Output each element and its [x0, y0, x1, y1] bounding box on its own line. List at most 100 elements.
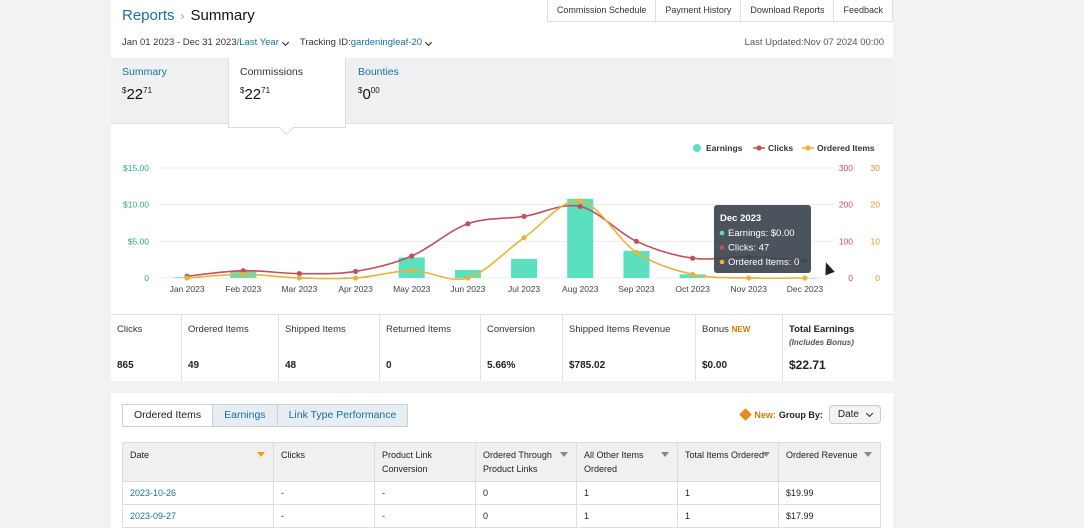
- right-axis-2-tick: 20: [871, 200, 881, 210]
- stat-ordered-value: 49: [188, 360, 200, 371]
- row-conversion: -: [374, 481, 476, 505]
- clicks-point: [465, 221, 471, 227]
- stat-shipped-label: Shipped Items: [285, 324, 346, 335]
- stat-returned-label: Returned Items: [386, 324, 451, 335]
- ordered-items-line: [187, 200, 805, 281]
- breadcrumb-reports-link[interactable]: Reports: [122, 7, 175, 24]
- stat-bonus-label-row: Bonus NEW: [702, 324, 776, 335]
- right-axis-2-tick: 0: [875, 273, 880, 283]
- stat-conversion-value: 5.66%: [487, 360, 516, 371]
- ordered-items-point: [633, 249, 640, 255]
- col-ordered-revenue[interactable]: Ordered Revenue: [778, 442, 881, 482]
- feedback-link[interactable]: Feedback: [833, 0, 893, 22]
- ordered-items-point: [521, 235, 527, 241]
- tab-earnings[interactable]: Earnings: [212, 405, 277, 426]
- stat-returned-items: Returned Items 0: [380, 315, 481, 381]
- download-reports-link[interactable]: Download Reports: [740, 0, 835, 22]
- left-axis-tick: $15.00: [123, 163, 149, 173]
- earnings-bar: [511, 258, 538, 278]
- col-ordered-through-label: Ordered Through Product Links: [483, 450, 552, 474]
- tab-commissions-cents: 71: [261, 86, 271, 95]
- breadcrumb-separator: ›: [180, 8, 185, 23]
- tooltip-line: Clicks: 47: [728, 243, 769, 254]
- stat-shipped-items: Shipped Items 48: [279, 315, 380, 381]
- group-by-value: Date: [837, 409, 859, 420]
- tooltip-swatch: [719, 245, 725, 250]
- col-conversion-label: Product Link Conversion: [382, 450, 433, 474]
- summary-panel: Reports › Summary Commission Schedule Pa…: [111, 0, 893, 381]
- tab-commissions-dollars: 22: [244, 86, 262, 103]
- tab-summary-cents: 71: [143, 86, 153, 95]
- right-axis-1-tick: 0: [848, 273, 853, 283]
- tab-commissions[interactable]: Commissions $2271: [228, 58, 346, 128]
- commission-schedule-link[interactable]: Commission Schedule: [546, 0, 657, 22]
- x-axis-tick: Nov 2023: [731, 284, 768, 294]
- stat-shipped-revenue: Shipped Items Revenue $785.02: [563, 315, 696, 381]
- legend-label: Earnings: [706, 143, 743, 153]
- x-axis-tick: Jun 2023: [450, 284, 485, 294]
- table-header-row: Date Clicks Product Link Conversion Orde…: [122, 442, 881, 482]
- last-updated: Last Updated:Nov 07 2024 00:00: [744, 37, 884, 48]
- earnings-bar: [454, 269, 481, 278]
- tab-ordered-items[interactable]: Ordered Items: [123, 405, 213, 426]
- tab-commissions-label: Commissions: [240, 66, 304, 78]
- earnings-bar: [567, 198, 594, 278]
- x-axis-tick: May 2023: [393, 284, 431, 294]
- clicks-point: [352, 268, 359, 274]
- payment-history-link[interactable]: Payment History: [655, 0, 742, 22]
- col-total-items[interactable]: Total Items Ordered: [677, 442, 779, 482]
- stat-revenue-value: $785.02: [569, 360, 606, 371]
- col-date[interactable]: Date: [122, 442, 274, 482]
- ordered-items-point: [689, 271, 696, 277]
- group-by-select[interactable]: Date: [828, 405, 881, 424]
- stat-bonus-value: $0.00: [702, 360, 728, 371]
- right-axis-1-tick: 100: [839, 236, 853, 246]
- col-all-other-items[interactable]: All Other Items Ordered: [576, 442, 678, 482]
- summary-tabs: Summary $2271 Commissions $2271 Bounties…: [111, 58, 893, 128]
- row-conversion: -: [374, 504, 476, 528]
- legend-label: Ordered Items: [817, 143, 875, 153]
- stat-total-value: $22.71: [789, 358, 826, 372]
- x-axis-tick: Jul 2023: [508, 284, 540, 294]
- stat-ordered-label: Ordered Items: [188, 324, 249, 335]
- sort-down-icon: [661, 452, 669, 457]
- ordered-items-point: [352, 275, 359, 281]
- stat-conversion-label: Conversion: [487, 324, 536, 335]
- x-axis-tick: Mar 2023: [281, 284, 317, 294]
- x-axis-tick: Sep 2023: [618, 284, 655, 294]
- ordered-items-point: [296, 275, 303, 281]
- tab-bounties[interactable]: Bounties $000: [347, 58, 457, 124]
- stat-total-earnings: Total Earnings (Includes Bonus) $22.71: [783, 315, 893, 381]
- row-date-link[interactable]: 2023-09-27: [122, 504, 274, 528]
- tab-bounties-cents: 00: [370, 86, 380, 95]
- stat-clicks: Clicks 865: [111, 315, 182, 381]
- ordered-items-point: [802, 275, 808, 281]
- sort-down-icon: [257, 452, 265, 457]
- legend-point-swatch: [756, 145, 762, 151]
- stat-total-label: Total Earnings: [789, 324, 855, 335]
- tab-summary[interactable]: Summary $2271: [111, 58, 228, 124]
- col-clicks[interactable]: Clicks: [273, 442, 375, 482]
- stat-bonus: Bonus NEW $0.00: [696, 315, 783, 381]
- row-date-link[interactable]: 2023-10-26: [122, 481, 274, 505]
- col-product-link-conversion[interactable]: Product Link Conversion: [374, 442, 476, 482]
- date-preset-dropdown[interactable]: /Last Year: [237, 37, 289, 48]
- x-axis-tick: Feb 2023: [225, 284, 261, 294]
- date-filter-row: Jan 01 2023 - Dec 31 2023 /Last Year Tra…: [122, 37, 433, 48]
- right-axis-2-tick: 10: [871, 236, 881, 246]
- tooltip-line: Ordered Items: 0: [728, 257, 799, 268]
- table-row: 2023-10-26 - - 0 1 1 $19.99: [122, 481, 881, 505]
- right-axis-1-tick: 200: [839, 200, 853, 210]
- col-clicks-label: Clicks: [281, 450, 305, 460]
- group-by-control: New: Group By: Date: [739, 405, 881, 424]
- right-axis-1-tick: 300: [839, 163, 853, 173]
- earnings-bar: [398, 257, 425, 278]
- tab-link-type-performance[interactable]: Link Type Performance: [276, 405, 408, 426]
- ordered-items-point: [184, 275, 190, 281]
- row-ordered-through: 0: [475, 504, 577, 528]
- left-axis-tick: $5.00: [128, 236, 150, 246]
- col-ordered-through-links[interactable]: Ordered Through Product Links: [475, 442, 577, 482]
- tracking-id-dropdown[interactable]: Tracking ID:gardeningleaf-20: [300, 37, 433, 48]
- col-total-items-label: Total Items Ordered: [685, 450, 765, 460]
- ordered-items-point: [746, 275, 752, 281]
